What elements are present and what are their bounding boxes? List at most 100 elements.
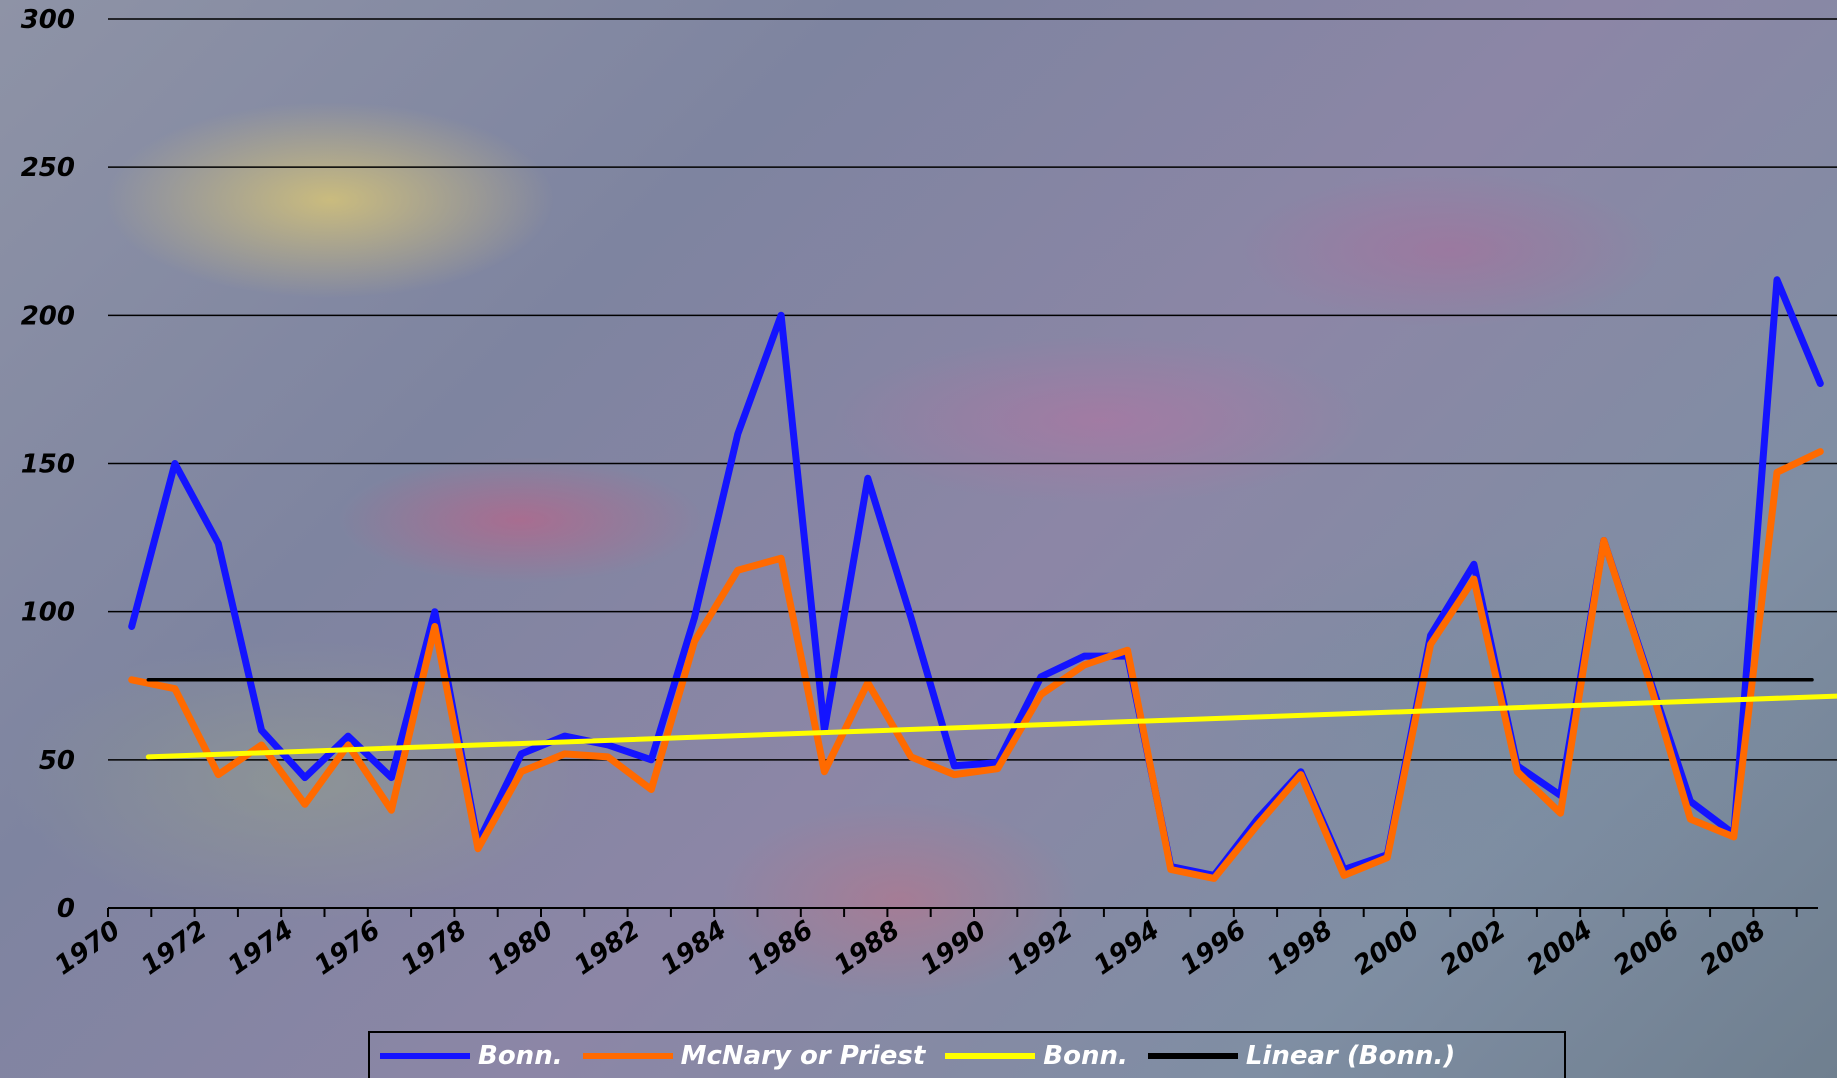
x-tick-label-1980: 1980 — [483, 915, 559, 981]
series-bonn-point — [1472, 562, 1476, 566]
series-mcnary-point — [563, 752, 567, 756]
series-mcnary-point — [1385, 856, 1389, 860]
series-mcnary-point — [822, 770, 826, 774]
series-bonn-point — [260, 728, 264, 732]
series-bonn-point — [519, 752, 523, 756]
series-bonn-point — [433, 610, 437, 614]
series-mcnary-point — [1602, 539, 1606, 543]
y-tick-label-200: 200 — [21, 301, 75, 331]
series-bonn-point — [303, 776, 307, 780]
x-tick-label-1970: 1970 — [50, 915, 126, 981]
legend: Bonn. McNary or Priest Bonn. Linear (Bon… — [368, 1031, 1566, 1078]
x-tick-label-2004: 2004 — [1522, 915, 1598, 981]
series-mcnary-point — [346, 743, 350, 747]
x-axis: 1970 1972 1974 1976 1978 1980 1982 1984 1986 1988… — [50, 907, 1818, 981]
series-bonn-point — [1039, 675, 1043, 679]
y-tick-label-0: 0 — [57, 894, 75, 924]
series-bonn-point — [1688, 799, 1692, 803]
x-tick-label-1996: 1996 — [1175, 915, 1251, 981]
legend-swatch-bonn — [380, 1052, 470, 1059]
series-mcnary-point — [260, 743, 264, 747]
y-axis-tick-labels: 0 50 100 150 200 250 300 — [21, 5, 75, 924]
series-mcnary-point — [779, 556, 783, 560]
legend-item-linear-bonn: Linear (Bonn.) — [1147, 1040, 1456, 1071]
series-lines — [128, 276, 1837, 882]
series-mcnary-point — [952, 773, 956, 777]
series-mcnary-point — [1169, 867, 1173, 871]
series-mcnary-point — [1126, 648, 1130, 652]
series-bonn-point — [1429, 633, 1433, 637]
series-bonn-point — [736, 432, 740, 436]
series-bonn-point — [909, 616, 913, 620]
legend-label-bonn-trend: Bonn. — [1043, 1040, 1128, 1071]
series-mcnary-point — [303, 802, 307, 806]
series-mcnary-point — [389, 808, 393, 812]
series-bonn-point — [1082, 654, 1086, 658]
legend-swatch-bonn-trend — [945, 1052, 1036, 1059]
series-mcnary-point — [1039, 693, 1043, 697]
series-mcnary-point — [736, 568, 740, 572]
series-bonn-point — [779, 313, 783, 317]
series-bonn-point — [173, 462, 177, 465]
series-mcnary-point — [1515, 770, 1519, 774]
series-mcnary-point — [693, 639, 697, 643]
x-tick-label-1978: 1978 — [396, 915, 472, 981]
y-tick-label-150: 150 — [21, 450, 75, 480]
legend-item-bonn: Bonn. — [380, 1041, 563, 1071]
series-mcnary-point — [1472, 577, 1476, 581]
series-mcnary-point — [173, 687, 177, 691]
legend-swatch-mcnary — [582, 1052, 673, 1059]
series-mcnary-point — [1255, 823, 1259, 827]
series-mcnary-point — [649, 787, 653, 791]
legend-item-mcnary: McNary or Priest — [582, 1040, 926, 1071]
x-tick-label-1976: 1976 — [309, 915, 385, 981]
series-mcnary-point — [996, 767, 1000, 771]
x-tick-label-2002: 2002 — [1435, 915, 1511, 981]
series-bonn-point — [952, 764, 956, 768]
series-mcnary-point — [1212, 876, 1216, 880]
grid-lines — [108, 18, 1837, 761]
series-bonn-line — [128, 276, 1824, 879]
x-tick-label-2000: 2000 — [1349, 915, 1425, 981]
y-tick-label-50: 50 — [39, 746, 75, 776]
series-bonn-point — [866, 476, 870, 480]
series-mcnary-point — [1559, 811, 1563, 815]
x-tick-label-2008: 2008 — [1695, 915, 1771, 981]
x-tick-label-1986: 1986 — [742, 915, 818, 981]
x-tick-label-1988: 1988 — [829, 915, 905, 981]
series-mcnary-point — [1775, 470, 1779, 474]
series-bonn-point — [1818, 381, 1822, 385]
series-mcnary-point — [1688, 817, 1692, 821]
series-bonn-point — [1775, 278, 1779, 282]
series-mcnary-point — [1645, 672, 1649, 676]
legend-swatch-linear-bonn — [1147, 1052, 1238, 1059]
x-tick-label-1990: 1990 — [916, 915, 992, 981]
legend-label-linear-bonn: Linear (Bonn.) — [1245, 1040, 1456, 1071]
series-mcnary-point — [1082, 663, 1086, 667]
series-bonn-point — [649, 758, 653, 762]
series-mcnary-point — [606, 755, 610, 759]
x-tick-label-1982: 1982 — [569, 915, 645, 981]
series-bonn-point — [389, 776, 393, 780]
x-tick-label-1984: 1984 — [656, 915, 732, 981]
series-mcnary-point — [476, 847, 480, 851]
x-tick-label-1992: 1992 — [1002, 915, 1078, 981]
y-tick-label-100: 100 — [21, 598, 75, 628]
legend-label-bonn: Bonn. — [478, 1040, 563, 1071]
series-mcnary-point — [866, 681, 870, 685]
series-mcnary-point — [216, 773, 220, 777]
series-bonn-point — [606, 743, 610, 747]
series-mcnary-point — [909, 755, 913, 759]
series-mcnary-point — [519, 770, 523, 774]
x-tick-label-1974: 1974 — [223, 915, 299, 981]
x-tick-label-1972: 1972 — [136, 915, 212, 981]
series-bonn-trend-line — [145, 693, 1837, 760]
legend-label-mcnary: McNary or Priest — [680, 1040, 926, 1071]
x-tick-label-2006: 2006 — [1608, 915, 1684, 981]
legend-item-bonn-trend: Bonn. — [945, 1041, 1128, 1071]
x-tick-label-1998: 1998 — [1262, 915, 1338, 981]
series-mcnary-line — [128, 448, 1824, 882]
series-mcnary-point — [1342, 873, 1346, 877]
